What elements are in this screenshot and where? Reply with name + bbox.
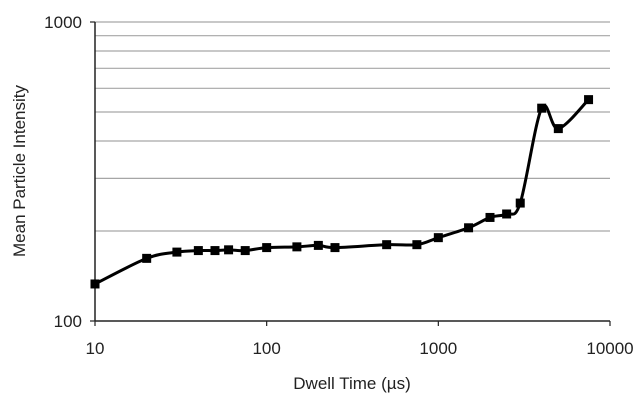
data-point [90, 279, 100, 289]
data-point [172, 247, 182, 257]
data-point [262, 243, 272, 253]
data-point [485, 212, 495, 222]
data-point [142, 253, 152, 263]
series-line-group [94, 98, 590, 286]
data-point [382, 240, 392, 250]
data-point [515, 198, 525, 208]
data-point [502, 209, 512, 219]
data-point [412, 240, 422, 250]
data-point [224, 245, 234, 255]
series-line [94, 98, 590, 286]
x-tick-label: 1000 [419, 339, 457, 358]
y-tick-label: 1000 [44, 13, 82, 32]
y-axis-title: Mean Particle Intensity [10, 85, 29, 257]
data-point [240, 246, 250, 256]
data-point [433, 233, 443, 243]
data-point [292, 242, 302, 252]
data-point [584, 95, 594, 105]
x-axis-title: Dwell Time (µs) [293, 374, 410, 393]
data-point [537, 103, 547, 113]
data-point [210, 246, 220, 256]
data-point [313, 240, 323, 250]
x-tick-label: 10000 [586, 339, 633, 358]
x-tick-label: 10 [86, 339, 105, 358]
data-point [464, 223, 474, 233]
data-point [330, 243, 340, 253]
y-tick-label: 100 [54, 312, 82, 331]
data-point [193, 246, 203, 256]
x-ticks: 10 100 1000 10000 [86, 321, 634, 358]
y-ticks: 100 1000 [44, 13, 95, 331]
x-tick-label: 100 [252, 339, 280, 358]
series-markers [90, 95, 594, 289]
data-point [553, 124, 563, 134]
gridlines [95, 21, 610, 232]
